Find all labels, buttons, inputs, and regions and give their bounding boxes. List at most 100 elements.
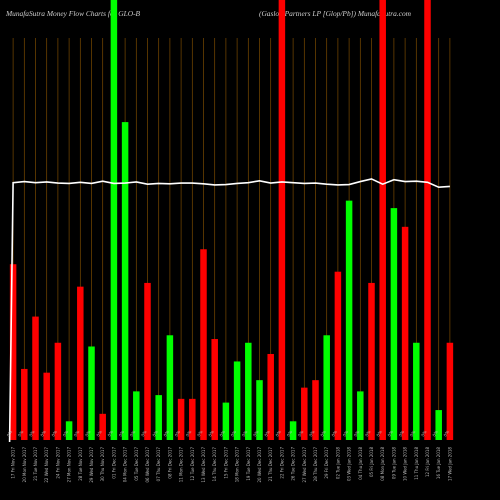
x-tick-label-10: 04 Mon Dec 2017 xyxy=(123,447,128,483)
x-tick-label-5: 27 Mon Nov 2017 xyxy=(67,447,72,483)
zero-label-30: 0% xyxy=(342,429,350,437)
zero-label-35: 0% xyxy=(398,429,406,437)
zero-label-20: 0% xyxy=(230,429,238,437)
bar-18 xyxy=(211,339,218,440)
zero-label-37: 0% xyxy=(420,429,428,437)
x-tick-label-27: 28 Thu Dec 2017 xyxy=(313,447,318,482)
x-tick-label-0: 17 Fri Nov 2017 xyxy=(11,447,16,479)
x-tick-label-17: 13 Wed Dec 2017 xyxy=(201,447,206,483)
bar-26 xyxy=(301,387,308,440)
bar-13 xyxy=(155,395,162,440)
bar-32 xyxy=(368,282,375,440)
x-tick-label-30: 03 Wed Jan 2018 xyxy=(347,447,352,481)
x-tick-label-6: 28 Tue Nov 2017 xyxy=(78,447,83,481)
bar-12 xyxy=(144,282,151,440)
x-tick-label-14: 08 Fri Dec 2017 xyxy=(167,447,172,479)
zero-label-28: 0% xyxy=(319,429,327,437)
x-tick-label-20: 18 Mon Dec 2017 xyxy=(235,447,240,483)
bar-36 xyxy=(413,342,420,440)
x-tick-label-24: 22 Fri Dec 2017 xyxy=(279,447,284,479)
bar-34 xyxy=(390,208,398,440)
x-tick-label-25: 26 Tue Dec 2017 xyxy=(291,447,296,481)
bar-15 xyxy=(177,398,185,440)
x-tick-label-34: 09 Tue Jan 2018 xyxy=(391,447,396,480)
zero-label-25: 0% xyxy=(286,429,294,437)
bar-21 xyxy=(245,342,252,440)
x-tick-label-23: 21 Thu Dec 2017 xyxy=(268,447,273,482)
x-tick-label-3: 22 Wed Nov 2017 xyxy=(44,447,49,483)
zero-label-38: 0% xyxy=(431,429,439,437)
zero-labels: 0% 0% 0% 0% 0% 0% 0% 0% 0% 0% 0% 0% 0% 0% 0% 0% 0% 0% 0% 0%… xyxy=(6,429,450,437)
zero-label-6: 0% xyxy=(73,429,81,437)
x-tick-label-35: 10 Wed Jan 2018 xyxy=(403,447,408,481)
zero-label-9: 0% xyxy=(106,429,114,437)
zero-label-19: 0% xyxy=(218,429,226,437)
zero-label-15: 0% xyxy=(174,429,182,437)
zero-label-27: 0% xyxy=(308,429,316,437)
x-tick-label-1: 20 Mon Nov 2017 xyxy=(22,447,27,483)
x-tick-label-32: 05 Fri Jan 2018 xyxy=(369,447,374,477)
bar-9 xyxy=(110,0,118,440)
zero-label-26: 0% xyxy=(297,429,305,437)
x-tick-label-26: 27 Wed Dec 2017 xyxy=(302,447,307,483)
zero-label-0: 0% xyxy=(6,429,14,437)
x-tick-label-28: 29 Fri Dec 2017 xyxy=(324,447,329,479)
x-tick-label-22: 20 Wed Dec 2017 xyxy=(257,447,262,483)
bar-11 xyxy=(133,391,140,440)
zero-label-16: 0% xyxy=(185,429,193,437)
x-tick-label-7: 29 Wed Nov 2017 xyxy=(89,447,94,483)
bar-38 xyxy=(435,410,442,440)
zero-label-11: 0% xyxy=(129,429,137,437)
zero-label-5: 0% xyxy=(62,429,70,437)
flow-line-path xyxy=(8,178,450,443)
x-tick-label-9: 01 Fri Dec 2017 xyxy=(111,447,116,479)
x-tick-label-4: 24 Fri Nov 2017 xyxy=(55,447,60,479)
zero-label-2: 0% xyxy=(28,429,36,437)
bar-27 xyxy=(312,380,319,440)
zero-label-33: 0% xyxy=(375,429,383,437)
zero-label-31: 0% xyxy=(353,429,361,437)
zero-label-21: 0% xyxy=(241,429,249,437)
bar-6 xyxy=(77,286,84,440)
bar-3 xyxy=(43,372,50,440)
x-tick-label-8: 30 Thu Nov 2017 xyxy=(100,447,105,482)
bar-5 xyxy=(65,421,73,440)
x-tick-label-37: 12 Fri Jan 2018 xyxy=(425,447,430,477)
x-tick-label-16: 12 Tue Dec 2017 xyxy=(190,447,195,481)
bar-30 xyxy=(345,200,353,440)
x-tick-label-29: 02 Tue Jan 2018 xyxy=(335,447,340,480)
bar-14 xyxy=(166,335,174,440)
bar-33 xyxy=(379,0,386,440)
bar-25 xyxy=(289,421,297,440)
bar-1 xyxy=(21,368,28,440)
bars xyxy=(9,0,454,440)
zero-label-3: 0% xyxy=(39,429,47,437)
bar-29 xyxy=(334,271,342,440)
x-tick-label-31: 04 Thu Jan 2018 xyxy=(358,447,363,480)
bar-10 xyxy=(121,122,129,440)
zero-label-36: 0% xyxy=(409,429,417,437)
zero-label-4: 0% xyxy=(50,429,58,437)
x-tick-label-21: 19 Tue Dec 2017 xyxy=(246,447,251,481)
bar-28 xyxy=(323,335,330,440)
bar-39 xyxy=(446,342,454,440)
x-tick-label-36: 11 Thu Jan 2018 xyxy=(414,447,419,480)
bar-2 xyxy=(32,316,39,440)
x-tick-label-39: 17 Wed Jan 2018 xyxy=(447,447,452,481)
chart-title: MunafaSutra Money Flow Charts for GLO-B xyxy=(6,9,141,18)
zero-label-34: 0% xyxy=(386,429,394,437)
zero-label-1: 0% xyxy=(17,429,25,437)
zero-label-32: 0% xyxy=(364,429,372,437)
zero-label-22: 0% xyxy=(252,429,260,437)
x-tick-label-15: 11 Mon Dec 2017 xyxy=(179,447,184,483)
zero-label-17: 0% xyxy=(196,429,204,437)
x-tick-label-11: 05 Tue Dec 2017 xyxy=(134,447,139,481)
zero-label-7: 0% xyxy=(84,429,92,437)
x-tick-label-13: 07 Thu Dec 2017 xyxy=(156,447,161,482)
zero-label-18: 0% xyxy=(207,429,215,437)
bar-4 xyxy=(54,342,62,440)
zero-label-39: 0% xyxy=(442,429,450,437)
bar-19 xyxy=(222,402,230,440)
zero-label-8: 0% xyxy=(95,429,103,437)
